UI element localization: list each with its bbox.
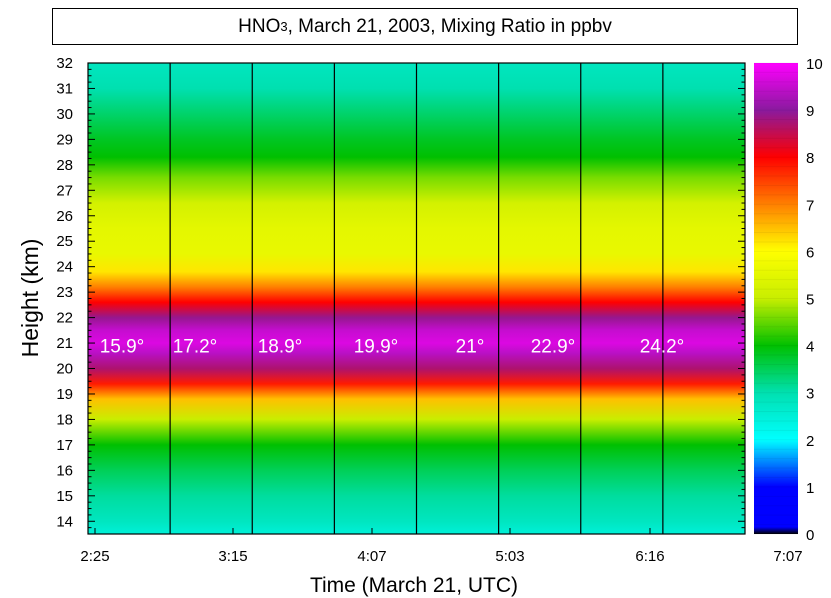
colorbar-tick-label: 10 <box>806 56 823 73</box>
chart-title-subscript: 3 <box>280 19 288 34</box>
colorbar-tick-label: 2 <box>806 433 814 450</box>
y-tick-label: 26 <box>56 208 73 225</box>
colorbar-tick-label: 0 <box>806 527 814 544</box>
y-tick-label: 14 <box>56 513 73 530</box>
y-tick-label: 31 <box>56 80 73 97</box>
colorbar-tick-label: 3 <box>806 386 814 403</box>
x-tick-label: 2:25 <box>80 548 109 565</box>
y-tick-label: 24 <box>56 259 73 276</box>
y-tick-label: 20 <box>56 361 73 378</box>
x-tick-label: 5:03 <box>495 548 524 565</box>
colorbar-tick-label: 9 <box>806 103 814 120</box>
chart-title-prefix: HNO <box>238 15 281 37</box>
colorbar-tick-label: 5 <box>806 292 814 309</box>
colorbar-tick-label: 8 <box>806 150 814 167</box>
y-tick-label: 25 <box>56 233 73 250</box>
y-tick-label: 23 <box>56 284 73 301</box>
y-tick-label: 22 <box>56 310 73 327</box>
latitude-annotation: 21° <box>456 337 485 358</box>
y-tick-label: 28 <box>56 157 73 174</box>
y-tick-label: 27 <box>56 182 73 199</box>
latitude-annotation: 17.2° <box>173 337 218 358</box>
y-tick-label: 30 <box>56 106 73 123</box>
y-tick-label: 29 <box>56 131 73 148</box>
x-axis-label: Time (March 21, UTC) <box>310 574 518 597</box>
y-tick-label: 15 <box>56 488 73 505</box>
latitude-annotation: 18.9° <box>258 337 303 358</box>
y-tick-label: 32 <box>56 55 73 72</box>
y-axis-label: Height (km) <box>17 239 43 358</box>
y-tick-label: 17 <box>56 437 73 454</box>
colorbar-tick-label: 4 <box>806 339 814 356</box>
colorbar <box>754 63 798 534</box>
latitude-annotation: 19.9° <box>354 337 399 358</box>
latitude-annotation: 24.2° <box>640 337 685 358</box>
colorbar-tick-label: 7 <box>806 197 814 214</box>
colorbar-tick-label: 6 <box>806 244 814 261</box>
x-tick-label: 7:07 <box>773 548 802 565</box>
latitude-annotation: 15.9° <box>100 337 145 358</box>
y-tick-label: 21 <box>56 335 73 352</box>
y-tick-label: 19 <box>56 386 73 403</box>
x-tick-label: 4:07 <box>357 548 386 565</box>
y-tick-label: 18 <box>56 411 73 428</box>
chart-title: HNO 3, March 21, 2003, Mixing Ratio in pp… <box>52 8 798 45</box>
chart-title-suffix: , March 21, 2003, Mixing Ratio in ppbv <box>287 15 612 37</box>
latitude-annotation: 22.9° <box>531 337 576 358</box>
x-tick-label: 6:16 <box>635 548 664 565</box>
colorbar-tick-label: 1 <box>806 480 814 497</box>
y-tick-label: 16 <box>56 462 73 479</box>
x-tick-label: 3:15 <box>218 548 247 565</box>
